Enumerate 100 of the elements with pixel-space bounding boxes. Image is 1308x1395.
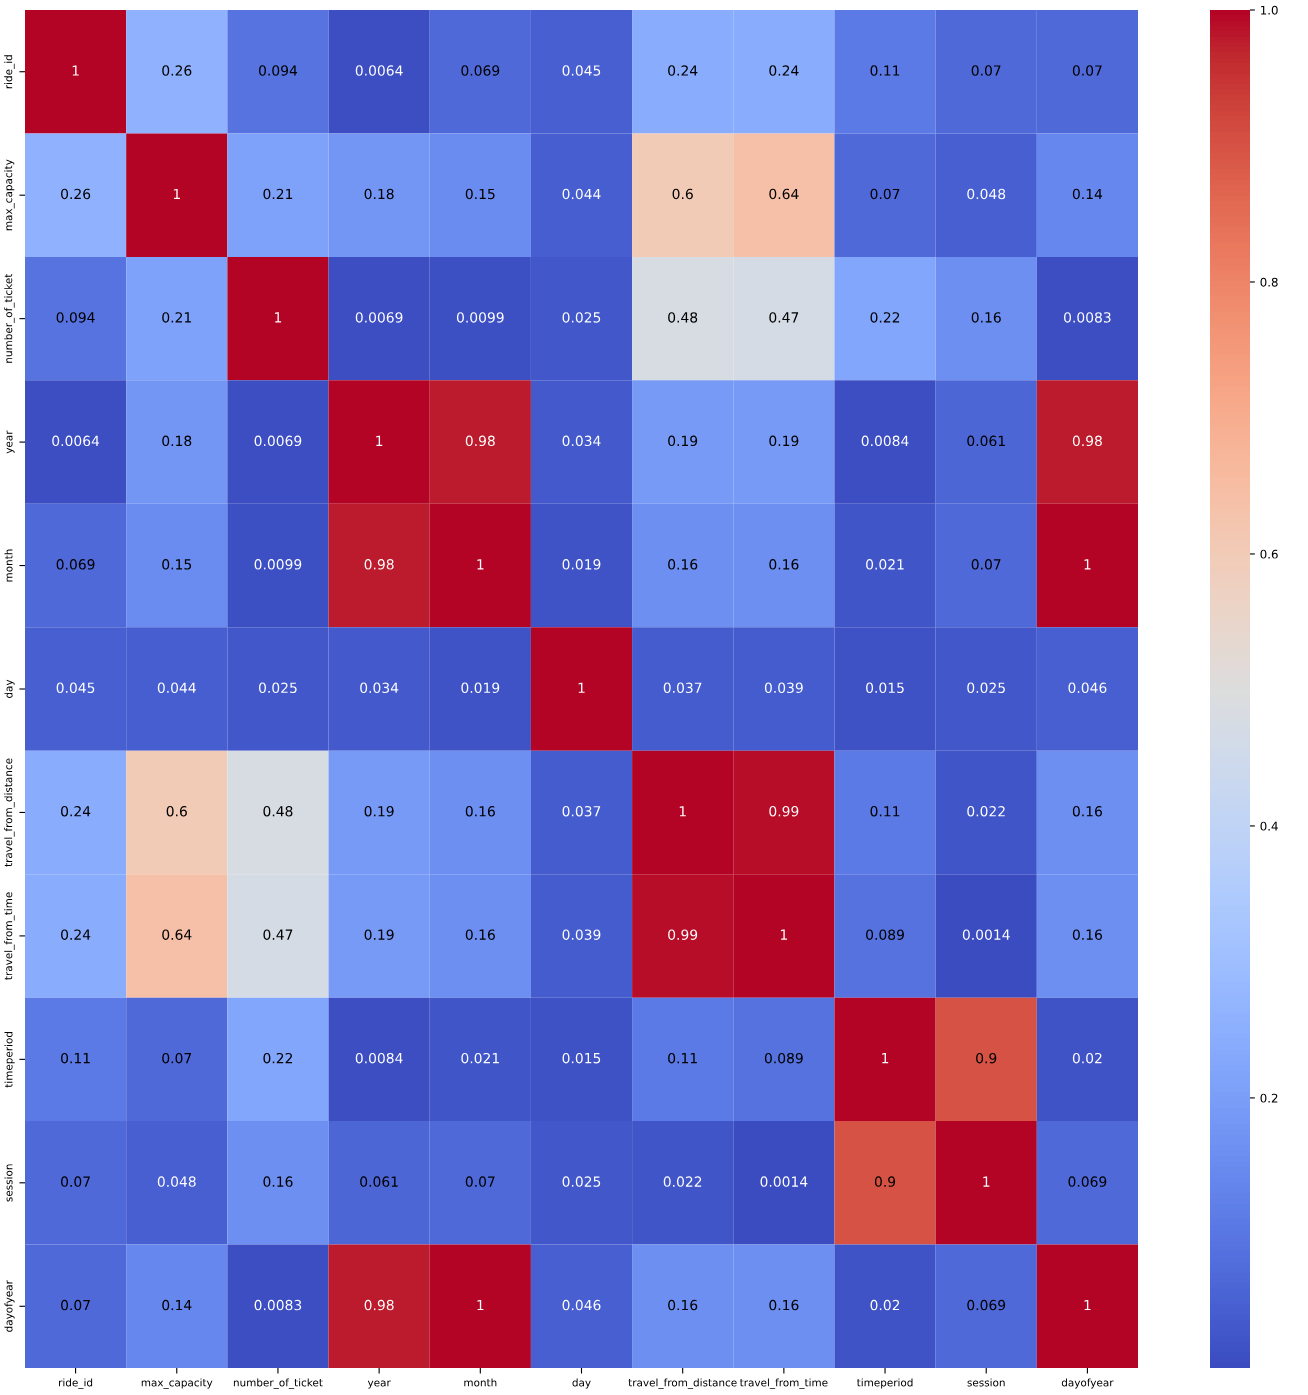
data-label: 0.11 — [870, 805, 900, 817]
data-label: 0.048 — [157, 1176, 196, 1187]
data-label: 0.025 — [967, 682, 1005, 694]
y-tick-label: year — [6, 430, 15, 454]
data-label: 1 — [780, 929, 787, 940]
x-tick-label: travel_from_time — [739, 1378, 828, 1389]
data-label: 0.19 — [769, 435, 799, 447]
data-label: 0.11 — [61, 1052, 90, 1064]
data-label: 1 — [983, 1176, 990, 1187]
data-label: 0.11 — [668, 1052, 697, 1064]
data-label: 0.048 — [967, 188, 1006, 200]
data-label: 0.22 — [870, 312, 900, 323]
y-tick-label: ride_id — [4, 55, 15, 89]
data-label: 0.14 — [162, 1299, 192, 1311]
data-label: 0.044 — [157, 682, 196, 694]
data-label: 0.15 — [465, 188, 495, 200]
data-label: 0.21 — [162, 312, 191, 323]
data-label: 0.19 — [364, 929, 394, 940]
data-label: 0.019 — [461, 682, 500, 694]
y-tick-label: timeperiod — [4, 1031, 15, 1088]
data-label: 0.046 — [1068, 682, 1107, 694]
data-label: 0.64 — [769, 188, 799, 200]
data-label: 0.034 — [562, 435, 601, 447]
data-label: 0.094 — [56, 312, 95, 323]
data-label: 0.039 — [562, 929, 601, 940]
data-label: 0.021 — [461, 1052, 499, 1064]
data-label: 0.07 — [61, 1299, 90, 1311]
data-label: 0.069 — [1068, 1176, 1107, 1187]
y-tick-label: number_of_ticket — [4, 273, 15, 363]
color-bar-label: 1.0 — [1261, 5, 1278, 15]
data-label: 1 — [275, 312, 282, 323]
x-tick-label: ride_id — [59, 1378, 93, 1389]
data-label: 0.02 — [1072, 1052, 1102, 1064]
y-tick-label: month — [4, 549, 13, 582]
data-label: 0.0099 — [456, 312, 504, 323]
data-label: 0.021 — [866, 559, 904, 570]
data-label: 0.98 — [364, 559, 394, 570]
data-label: 0.0083 — [1064, 312, 1111, 323]
color-bar-label: 0.4 — [1260, 821, 1278, 831]
data-label: 0.0069 — [355, 312, 403, 323]
data-label: 0.0084 — [861, 435, 909, 447]
data-label: 0.16 — [668, 559, 698, 570]
data-label: 0.18 — [162, 435, 192, 447]
data-label: 0.16 — [971, 312, 1001, 323]
data-label: 0.07 — [162, 1052, 192, 1064]
data-label: 0.094 — [258, 65, 298, 76]
data-label: 0.019 — [562, 559, 601, 570]
x-tick-label: day — [572, 1378, 591, 1389]
data-label: 0.9 — [976, 1052, 997, 1064]
data-label: 0.9 — [874, 1176, 896, 1187]
data-label: 0.034 — [360, 682, 399, 694]
data-label: 0.6 — [672, 188, 693, 200]
data-label: 0.037 — [562, 805, 601, 817]
data-label: 0.039 — [764, 682, 803, 694]
data-label: 1 — [578, 682, 585, 693]
data-label: 0.037 — [663, 682, 702, 694]
data-label: 0.0083 — [254, 1299, 302, 1311]
data-label: 0.046 — [562, 1299, 601, 1311]
y-tick-label: travel_from_time — [4, 892, 15, 980]
y-tick-label: travel_from_distance — [4, 758, 15, 867]
data-label: 0.0014 — [962, 929, 1010, 940]
data-label: 0.025 — [562, 312, 601, 323]
data-label: 1 — [1084, 1299, 1091, 1311]
data-label: 0.022 — [663, 1176, 702, 1187]
data-label: 0.045 — [562, 65, 601, 76]
data-label: 0.16 — [465, 929, 495, 940]
data-label: 0.02 — [870, 1299, 900, 1311]
x-tick-label: session — [967, 1378, 1005, 1387]
data-label: 0.069 — [56, 559, 95, 570]
data-label: 0.061 — [360, 1176, 398, 1187]
data-label: 0.025 — [258, 682, 297, 694]
data-label: 0.044 — [562, 188, 601, 200]
x-tick-label: timeperiod — [856, 1378, 913, 1389]
data-label: 0.045 — [56, 682, 95, 694]
data-label: 0.069 — [461, 65, 500, 76]
data-label: 0.025 — [562, 1176, 601, 1187]
data-label: 1 — [477, 559, 484, 570]
data-label: 0.0099 — [254, 559, 302, 570]
data-label: 0.061 — [967, 435, 1005, 447]
x-tick-label: number_of_ticket — [233, 1378, 323, 1389]
data-label: 0.16 — [769, 1299, 799, 1311]
data-label: 0.16 — [1072, 929, 1102, 940]
data-label: 1 — [376, 435, 383, 446]
color-bar-label: 0.6 — [1260, 549, 1278, 559]
data-label: 0.07 — [1072, 65, 1102, 76]
x-tick-label: month — [464, 1378, 497, 1387]
data-label: 0.64 — [162, 929, 192, 940]
data-label: 0.16 — [263, 1176, 293, 1187]
data-label: 0.16 — [668, 1299, 698, 1311]
data-label: 0.14 — [1072, 188, 1103, 200]
data-label: 0.24 — [668, 65, 698, 76]
y-tick-label: max_capacity — [4, 159, 15, 231]
data-label: 0.022 — [967, 805, 1005, 817]
data-label: 0.22 — [263, 1052, 293, 1064]
data-label: 0.07 — [870, 188, 900, 200]
data-label: 0.0069 — [254, 435, 302, 447]
data-label: 0.21 — [263, 188, 293, 200]
data-label: 0.07 — [465, 1176, 495, 1187]
data-label: 0.16 — [1072, 805, 1102, 817]
data-label: 0.48 — [263, 805, 293, 817]
